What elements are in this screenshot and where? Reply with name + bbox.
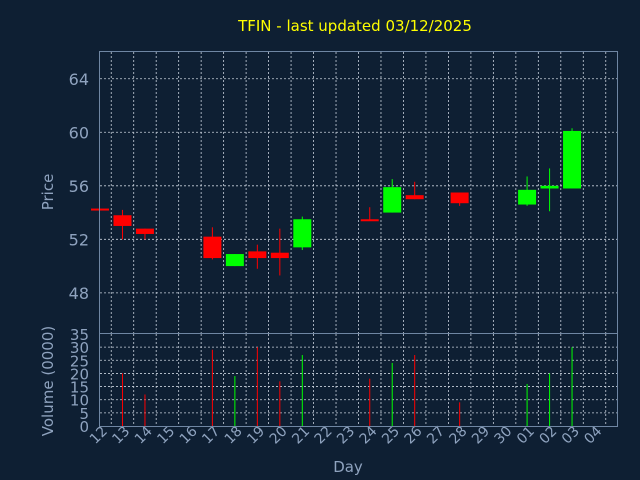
- candle-body: [293, 219, 312, 248]
- x-tick-label: 03: [559, 424, 583, 448]
- price-tick-label: 52: [69, 230, 89, 249]
- candle-body: [248, 251, 267, 259]
- volume-tick-label: 20: [70, 365, 89, 383]
- volume-tick-label: 35: [70, 326, 89, 344]
- ticks-layer: 4852566064051015202530351213141516171819…: [69, 70, 606, 448]
- x-tick-label: 13: [109, 424, 133, 448]
- x-tick-label: 04: [581, 423, 605, 447]
- x-tick-label: 14: [132, 423, 156, 447]
- x-tick-label: 29: [469, 424, 493, 448]
- volume-tick-label: 0: [79, 418, 89, 436]
- x-tick-label: 17: [199, 424, 223, 448]
- candle-body: [383, 187, 402, 213]
- x-tick-label: 02: [536, 424, 560, 448]
- x-tick-label: 30: [492, 424, 516, 448]
- candle-body: [540, 185, 559, 189]
- candle-body: [113, 215, 132, 226]
- price-tick-label: 60: [69, 123, 89, 142]
- x-tick-label: 21: [289, 424, 313, 448]
- x-tick-label: 12: [87, 424, 111, 448]
- volume-tick-label: 25: [70, 352, 89, 370]
- candle-body: [225, 254, 244, 267]
- x-tick-label: 27: [424, 424, 448, 448]
- x-tick-label: 26: [402, 423, 426, 447]
- candle-body: [270, 252, 289, 259]
- marks-layer: [91, 128, 582, 426]
- x-tick-label: 19: [244, 424, 268, 448]
- volume-tick-label: 30: [70, 339, 89, 357]
- candle-body: [203, 236, 222, 259]
- x-axis-label: Day: [333, 458, 363, 476]
- price-tick-label: 64: [69, 70, 89, 89]
- x-tick-label: 22: [312, 424, 336, 448]
- x-tick-label: 16: [177, 423, 201, 447]
- x-tick-label: 20: [267, 424, 291, 448]
- x-tick-label: 15: [154, 424, 178, 448]
- volume-axis-label: Volume (0000): [39, 326, 57, 436]
- volume-tick-label: 15: [70, 379, 89, 397]
- candle-body: [450, 192, 469, 204]
- x-tick-label: 24: [357, 423, 381, 447]
- price-tick-label: 56: [69, 177, 89, 196]
- x-tick-label: 25: [379, 424, 403, 448]
- candle-body: [563, 130, 582, 189]
- x-tick-label: 01: [514, 424, 538, 448]
- candle-body: [135, 228, 154, 234]
- volume-panel-frame: [99, 333, 618, 427]
- candle-body: [360, 219, 379, 222]
- price-tick-label: 48: [69, 284, 89, 303]
- candle-body: [405, 195, 424, 200]
- x-tick-label: 28: [447, 424, 471, 448]
- volume-tick-label: 10: [70, 392, 89, 410]
- candle-body: [518, 189, 537, 205]
- volume-tick-label: 5: [79, 405, 89, 423]
- x-tick-label: 23: [334, 424, 358, 448]
- chart-title: TFIN - last updated 03/12/2025: [237, 17, 472, 35]
- grid-layer: [100, 52, 617, 426]
- price-axis-label: Price: [39, 174, 57, 211]
- x-tick-label: 18: [222, 424, 246, 448]
